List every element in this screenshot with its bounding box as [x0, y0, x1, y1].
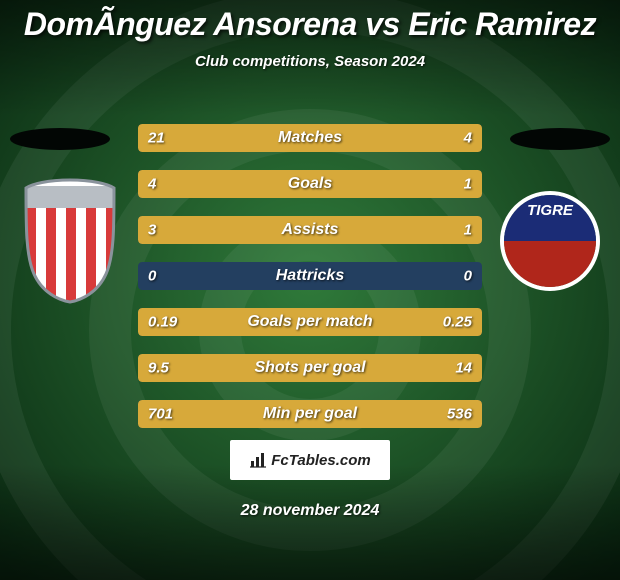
stat-label: Goals [138, 175, 482, 193]
club-crest-right: TIGRE [500, 178, 600, 304]
stat-row-goals-per-match: 0.190.25Goals per match [138, 308, 482, 336]
stat-row-shots-per-goal: 9.514Shots per goal [138, 354, 482, 382]
fctables-logo: FcTables.com [230, 440, 390, 480]
comparison-subtitle: Club competitions, Season 2024 [0, 53, 620, 70]
stat-label: Hattricks [138, 267, 482, 285]
stat-bars-container: 214Matches 41Goals 31Assists 00Hattricks 0.1… [138, 124, 482, 446]
generation-date: 28 november 2024 [0, 502, 620, 520]
stat-row-hattricks: 00Hattricks [138, 262, 482, 290]
stat-label: Min per goal [138, 405, 482, 423]
stat-label: Goals per match [138, 313, 482, 331]
stat-label: Assists [138, 221, 482, 239]
stat-row-goals: 41Goals [138, 170, 482, 198]
comparison-title: DomÃ­nguez Ansorena vs Eric Ramirez [0, 0, 620, 43]
chart-icon [249, 452, 267, 468]
svg-text:TIGRE: TIGRE [527, 202, 574, 219]
player-shadow-right [510, 128, 610, 150]
stat-row-assists: 31Assists [138, 216, 482, 244]
stat-label: Matches [138, 129, 482, 147]
stat-row-min-per-goal: 701536Min per goal [138, 400, 482, 428]
fctables-text: FcTables.com [271, 452, 370, 469]
stat-row-matches: 214Matches [138, 124, 482, 152]
stat-label: Shots per goal [138, 359, 482, 377]
club-crest-left [20, 178, 120, 304]
player-shadow-left [10, 128, 110, 150]
